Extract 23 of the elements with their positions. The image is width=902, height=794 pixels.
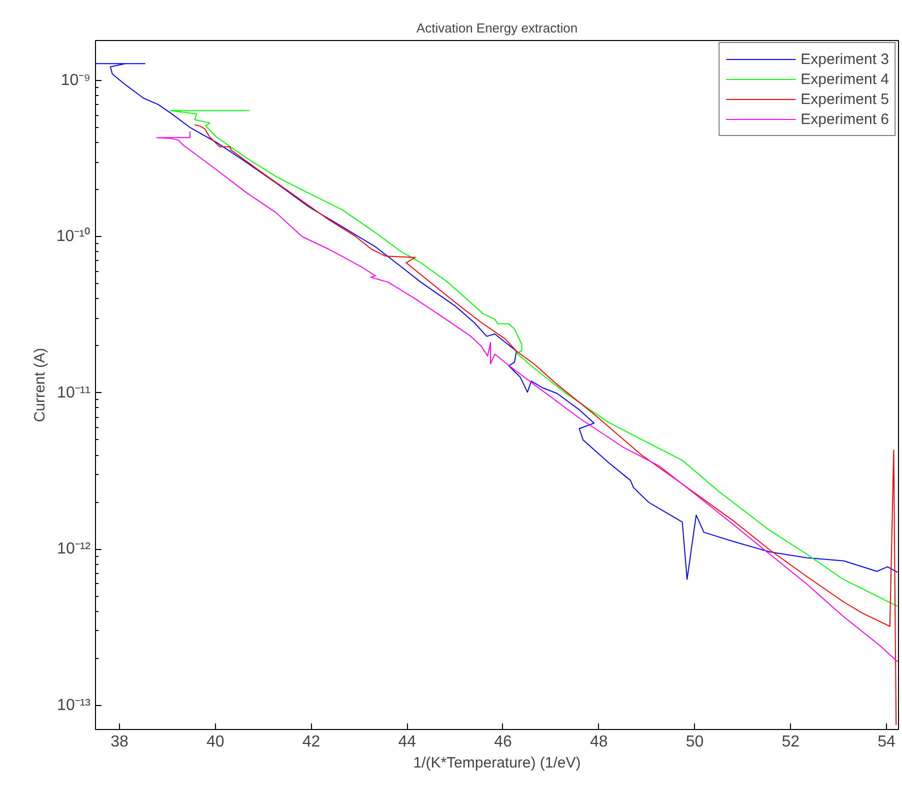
x-tick-label: 52 <box>782 734 800 750</box>
y-tick-label: 10⁻¹² <box>57 540 92 558</box>
chart-title: Activation Energy extraction <box>416 20 578 36</box>
legend-label: Experiment 4 <box>800 70 889 88</box>
y-tick-label: 10⁻¹¹ <box>57 384 90 402</box>
line-series <box>170 110 898 607</box>
legend-label: Experiment 6 <box>800 110 889 128</box>
line-series <box>156 131 898 662</box>
x-tick-label: 40 <box>206 734 224 750</box>
y-tick-label: 10⁻⁹ <box>60 72 91 89</box>
x-tick-label: 50 <box>686 734 704 750</box>
x-tick-label: 46 <box>494 734 512 750</box>
x-tick-label: 54 <box>878 734 896 750</box>
y-tick-label: 10⁻¹⁰ <box>56 227 90 246</box>
y-axis-title: Current (A) <box>31 348 48 422</box>
x-tick-label: 48 <box>590 734 608 750</box>
y-tick-label: 10⁻¹³ <box>57 696 92 714</box>
x-axis-title: 1/(K*Temperature) (1/eV) <box>413 754 581 772</box>
x-tick-label: 38 <box>110 734 128 750</box>
legend-label: Experiment 3 <box>800 50 889 68</box>
legend-label: Experiment 5 <box>800 90 889 108</box>
x-tick-label: 42 <box>302 734 320 750</box>
x-tick-label: 44 <box>398 734 416 750</box>
